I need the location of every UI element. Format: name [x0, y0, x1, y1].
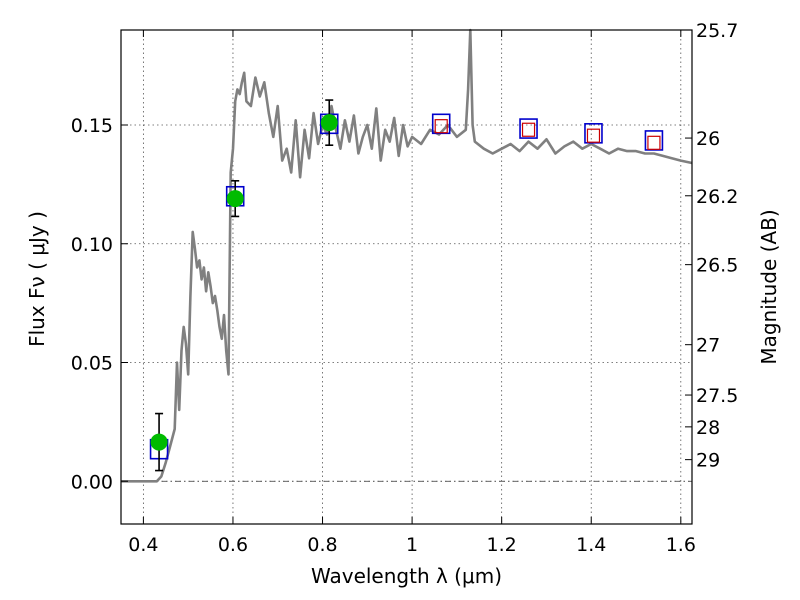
y-tick-label: 0.00	[71, 471, 113, 493]
y-axis-label: Flux Fν ( μJy )	[25, 211, 49, 347]
model-square-ir	[586, 128, 601, 143]
photometry-markers	[149, 99, 664, 472]
x-tick-label: 1	[406, 534, 418, 556]
spectrum-line	[121, 28, 693, 483]
x-axis-label: Wavelength λ (μm)	[311, 564, 502, 588]
y2-tick-label: 25.7	[696, 20, 738, 42]
x-tick-label: 1.2	[487, 534, 517, 556]
model-square-ir	[647, 135, 661, 150]
model-square	[519, 118, 538, 139]
x-tick-label: 0.4	[128, 534, 158, 556]
model-square	[644, 130, 664, 151]
y-tick-label: 0.15	[71, 115, 113, 137]
model-square-ir	[521, 122, 536, 137]
observed-point	[150, 433, 168, 451]
y2-tick-label: 28	[696, 417, 720, 439]
y2-tick-label: 26.5	[696, 255, 738, 277]
observed-point	[226, 190, 244, 208]
axis-ticks: 0.4 0.6 0.8 1 1.2 1.4 1.6 0.00 0.05 0.10 0.15 25.7 2…	[71, 20, 739, 556]
y2-tick-label: 27	[696, 335, 720, 357]
y2-axis-label: Magnitude (AB)	[757, 209, 781, 364]
x-tick-label: 0.8	[307, 534, 337, 556]
y2-tick-label: 29	[696, 450, 720, 472]
y2-tick-label: 27.5	[696, 385, 738, 407]
y-tick-label: 0.10	[71, 234, 113, 256]
observed-point	[320, 114, 338, 132]
model-square	[431, 113, 451, 135]
model-square	[584, 123, 603, 144]
x-tick-label: 1.6	[666, 534, 696, 556]
model-square-ir	[434, 119, 448, 134]
y2-tick-label: 26.2	[696, 186, 738, 208]
x-tick-label: 1.4	[576, 534, 606, 556]
y2-tick-label: 26	[696, 128, 720, 150]
spectrum-series	[121, 28, 693, 483]
plot-frame	[120, 29, 693, 525]
x-tick-label: 0.6	[218, 534, 248, 556]
y-tick-label: 0.05	[71, 353, 113, 375]
